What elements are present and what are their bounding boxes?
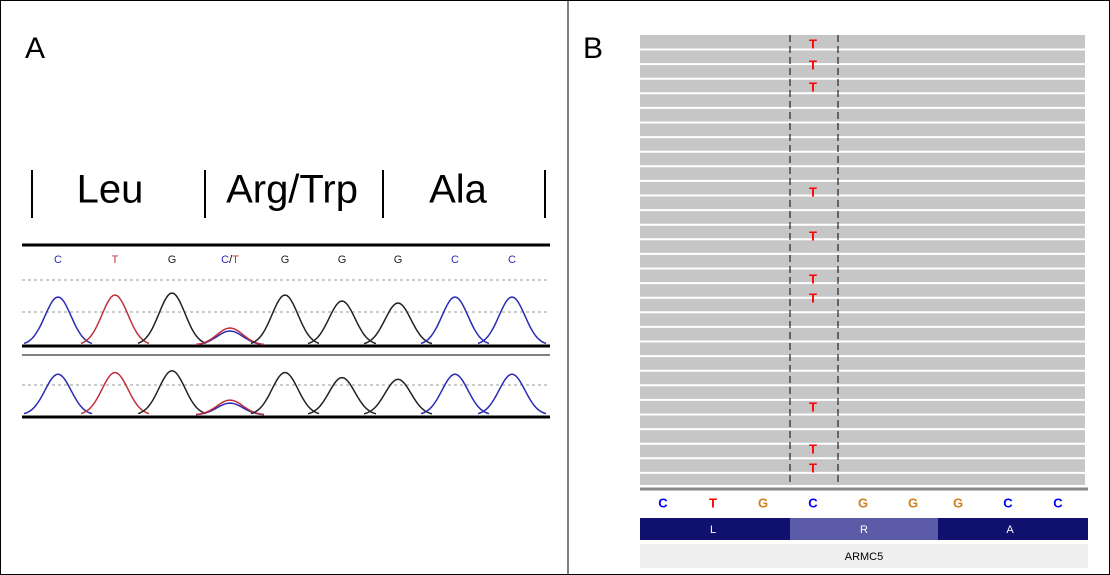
reference-base: G [953,495,963,510]
reference-base: G [908,495,918,510]
variant-base: T [809,228,817,243]
variant-base: T [809,36,817,51]
variant-base: T [809,460,817,475]
codon-label: Ala [429,168,488,212]
panel-label: B [583,32,603,65]
reference-base: G [858,495,868,510]
variant-base: T [809,441,817,456]
variant-base: T [809,79,817,94]
codon-label: Arg/Trp [226,168,358,212]
base-call: C [508,254,516,266]
reference-base: C [808,495,818,510]
reference-base: G [758,495,768,510]
base-call: G [394,254,403,266]
reference-base: T [709,495,717,510]
base-call: T [112,254,119,266]
amino-acid: L [710,524,716,536]
variant-base: T [809,290,817,305]
amino-acid: A [1006,524,1014,536]
gene-name: ARMC5 [845,551,884,563]
variant-base: T [809,184,817,199]
reference-base: C [1003,495,1013,510]
variant-base: T [809,57,817,72]
base-call: G [338,254,347,266]
base-call: C [451,254,459,266]
variant-base: T [809,399,817,414]
base-call: G [168,254,177,266]
base-call: C/T [221,254,239,266]
panel-label: A [25,32,45,65]
read-area [640,35,1085,485]
reference-base: C [1053,495,1063,510]
base-call: C [54,254,62,266]
codon-label: Leu [77,168,144,212]
reference-base: C [658,495,668,510]
base-call: G [281,254,290,266]
amino-acid: R [860,524,868,536]
figure: A B LeuArg/TrpAlaCTGC/TGGGCCTTTTTTTTTTCT… [0,0,1110,575]
variant-base: T [809,271,817,286]
